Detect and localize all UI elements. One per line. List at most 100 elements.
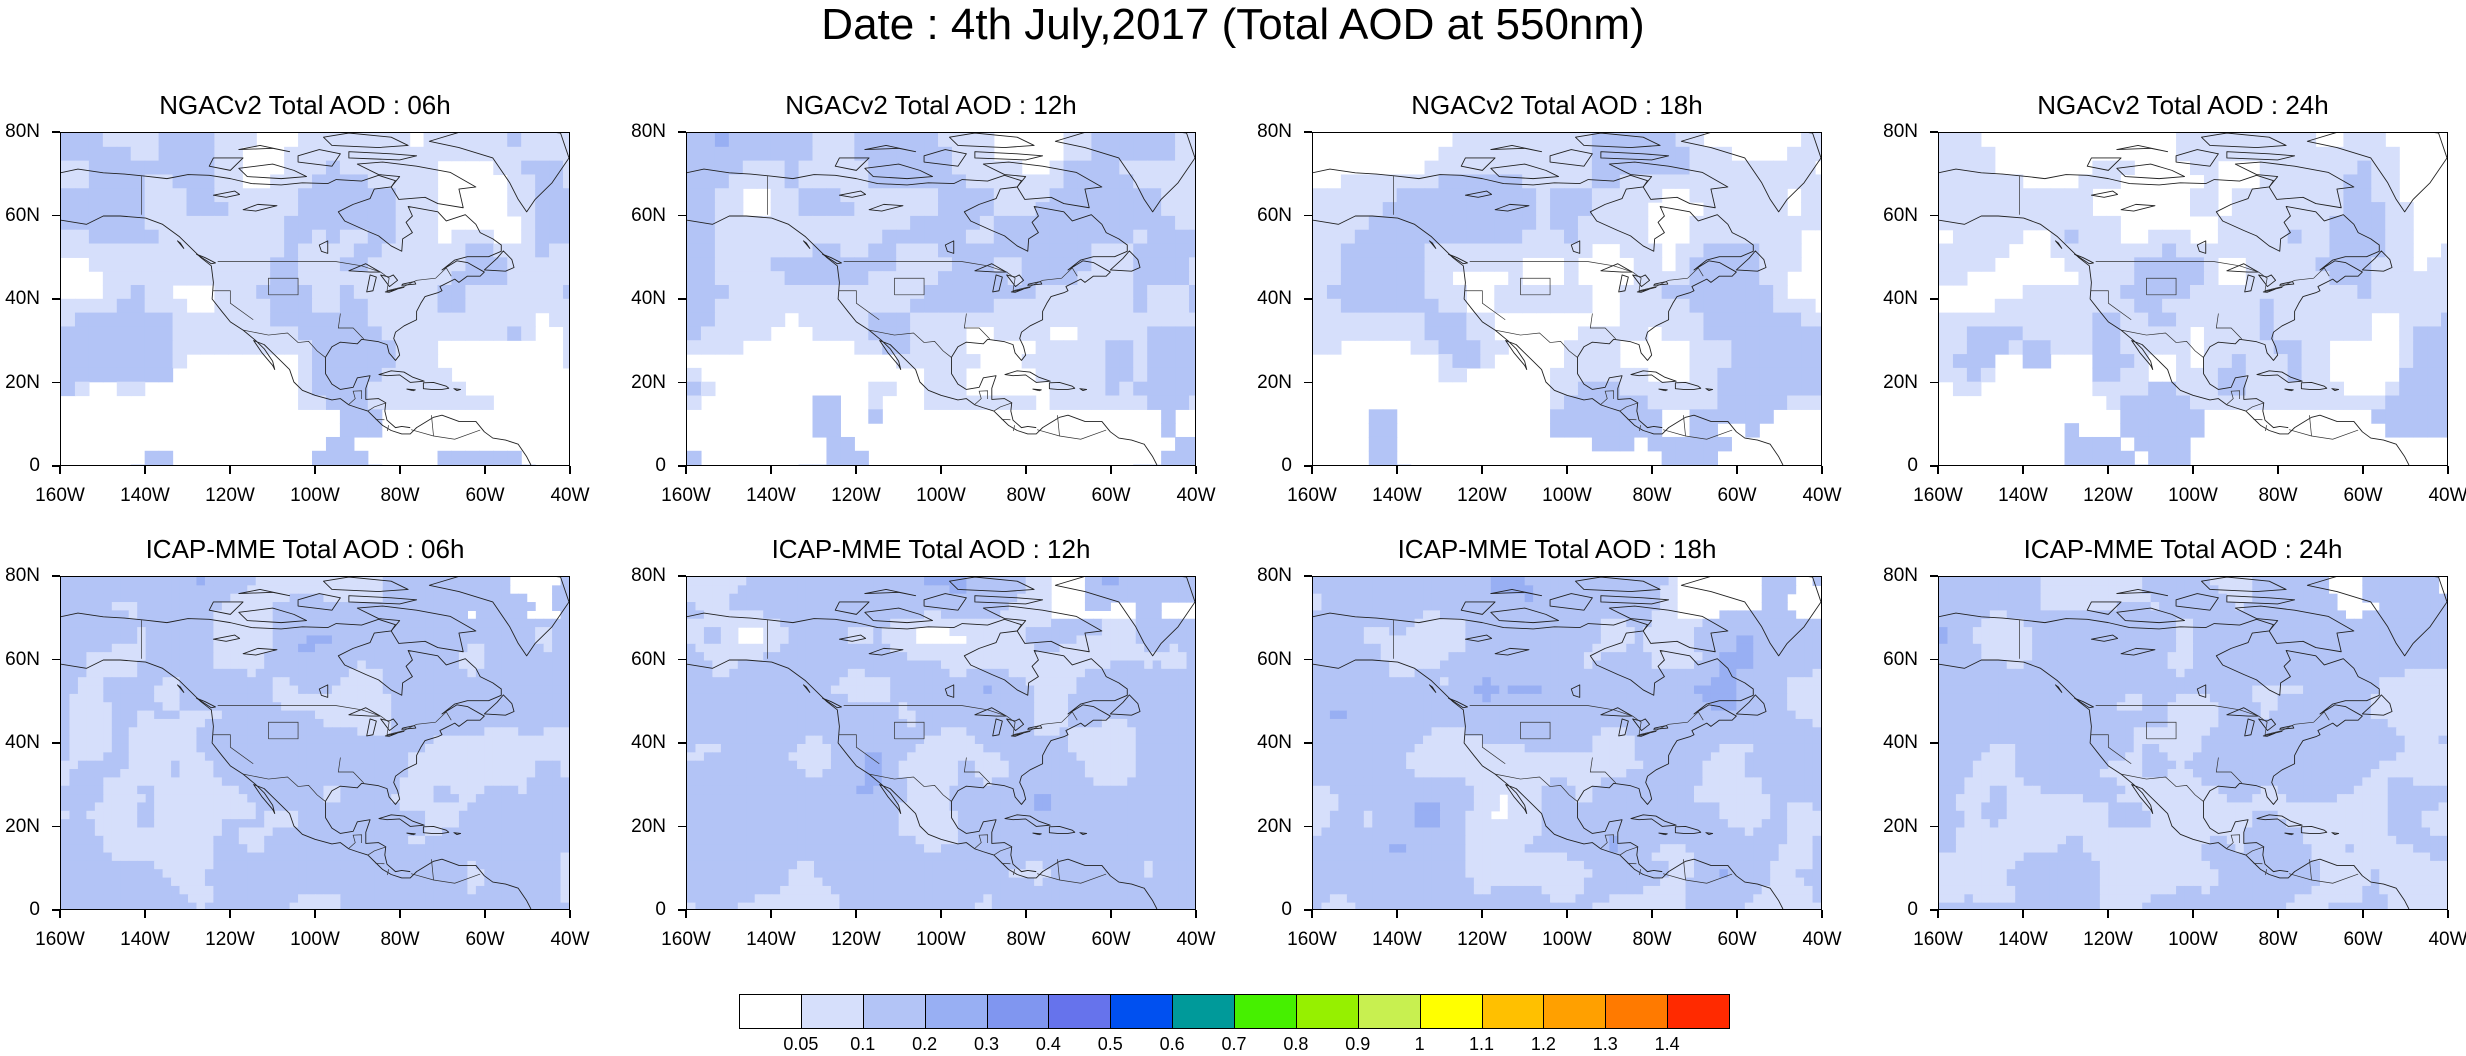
x-tick-mark <box>1651 910 1653 918</box>
x-tick-label: 160W <box>35 485 85 506</box>
x-tick-mark <box>1025 466 1027 474</box>
panel-title: ICAP-MME Total AOD : 06h <box>145 534 465 564</box>
map-plot-area <box>686 576 1196 910</box>
y-tick-label: 0 <box>29 899 40 920</box>
x-tick-label: 80W <box>1006 929 1046 950</box>
x-tick-label: 140W <box>746 929 796 950</box>
y-tick-mark <box>52 825 60 828</box>
y-tick-label: 60N <box>1883 648 1918 670</box>
x-tick-mark <box>1025 910 1027 918</box>
x-tick-label: 80W <box>2258 485 2298 506</box>
x-tick-mark <box>59 466 61 474</box>
y-tick-mark <box>678 298 686 300</box>
colorbar-swatch <box>1234 994 1297 1029</box>
y-tick-label: 40N <box>1883 732 1918 753</box>
map-plot-area <box>1312 132 1822 466</box>
x-tick-mark <box>2277 466 2279 474</box>
x-tick-label: 40W <box>1176 929 1216 950</box>
colorbar-swatch <box>1481 994 1545 1029</box>
x-tick-mark <box>1736 466 1738 474</box>
x-tick-mark <box>2362 910 2364 918</box>
colorbar-tick-label: 0.2 <box>912 1034 938 1054</box>
map-plot-area <box>1938 576 2448 910</box>
panel-title: NGACv2 Total AOD : 06h <box>159 90 451 120</box>
y-tick-mark <box>678 742 686 744</box>
x-tick-label: 40W <box>550 929 590 950</box>
colorbar <box>739 994 1730 1029</box>
x-tick-mark <box>2022 466 2024 474</box>
y-tick-label: 0 <box>1907 899 1918 920</box>
y-tick-mark <box>678 381 686 384</box>
y-tick-mark <box>678 131 686 133</box>
coastlines <box>1313 577 1821 909</box>
y-tick-mark <box>678 909 686 911</box>
colorbar-tick-label: 1.3 <box>1592 1034 1618 1054</box>
y-tick-mark <box>1304 825 1312 828</box>
colorbar-swatch <box>739 994 802 1029</box>
coastlines <box>687 133 1195 465</box>
map-panel: ICAP-MME Total AOD : 06h 0 20N 40N 60N 80N 160… <box>0 534 610 1004</box>
x-tick-label: 120W <box>2083 929 2133 950</box>
aod-field <box>687 577 1195 909</box>
x-tick-mark <box>1481 910 1483 918</box>
y-tick-label: 80N <box>1257 565 1292 586</box>
x-tick-label: 140W <box>1998 929 2048 950</box>
y-tick-mark <box>1930 909 1938 911</box>
aod-field <box>687 133 1195 465</box>
map-panel: NGACv2 Total AOD : 18h 0 20N 40N 60N 80N 160W 1… <box>1252 90 1862 560</box>
x-tick-label: 100W <box>1542 485 1592 506</box>
y-tick-mark <box>1930 214 1938 217</box>
x-tick-label: 160W <box>1913 929 1963 950</box>
x-tick-mark <box>1566 466 1568 474</box>
x-tick-label: 140W <box>1998 485 2048 506</box>
y-tick-label: 80N <box>631 565 666 586</box>
figure-title: Date : 4th July,2017 (Total AOD at 550nm… <box>821 0 1645 49</box>
x-tick-mark <box>144 910 146 918</box>
y-tick-mark <box>52 381 60 384</box>
y-tick-mark <box>678 465 686 467</box>
colorbar-tick-label: 0.3 <box>973 1034 1000 1054</box>
x-tick-mark <box>1110 910 1112 918</box>
x-tick-mark <box>569 466 571 474</box>
y-tick-label: 60N <box>1257 648 1292 670</box>
colorbar-tick-label: 0.7 <box>1221 1034 1247 1054</box>
x-tick-mark <box>1937 910 1939 918</box>
y-tick-mark <box>1304 214 1312 217</box>
coastlines <box>687 577 1195 909</box>
y-tick-label: 20N <box>1257 371 1292 393</box>
y-tick-label: 60N <box>631 204 666 226</box>
x-tick-mark <box>940 466 942 474</box>
y-tick-label: 0 <box>1281 899 1292 920</box>
y-tick-mark <box>1930 742 1938 744</box>
x-tick-label: 140W <box>746 485 796 506</box>
x-tick-label: 40W <box>2428 929 2466 950</box>
y-tick-label: 20N <box>1883 815 1918 837</box>
colorbar-tick-label: 0.4 <box>1035 1034 1061 1054</box>
x-tick-mark <box>1821 910 1823 918</box>
y-tick-label: 40N <box>631 732 666 753</box>
aod-field <box>1939 133 2447 465</box>
x-tick-mark <box>855 466 857 474</box>
colorbar-swatch <box>862 994 926 1029</box>
x-tick-label: 60W <box>1091 929 1131 950</box>
y-tick-label: 80N <box>1883 565 1918 586</box>
x-tick-mark <box>770 910 772 918</box>
x-tick-mark <box>1481 466 1483 474</box>
colorbar-tick-label: 0.5 <box>1097 1034 1123 1054</box>
x-tick-mark <box>1195 466 1197 474</box>
colorbar-tick-label: 1 <box>1414 1034 1425 1054</box>
aod-field <box>61 577 569 909</box>
x-tick-mark <box>855 910 857 918</box>
x-tick-mark <box>2192 466 2194 474</box>
map-panel: ICAP-MME Total AOD : 12h 0 20N 40N 60N 80N 160… <box>626 534 1236 1004</box>
aod-field <box>1313 577 1821 909</box>
y-tick-label: 80N <box>5 121 40 142</box>
coastlines <box>61 577 569 909</box>
political-borders <box>2019 620 2359 884</box>
colorbar-swatch <box>1048 994 1112 1029</box>
y-tick-mark <box>1304 742 1312 744</box>
y-tick-mark <box>1930 131 1938 133</box>
political-borders <box>1393 620 1733 884</box>
colorbar-tick-label: 0.8 <box>1283 1034 1309 1054</box>
x-tick-label: 60W <box>1717 929 1757 950</box>
